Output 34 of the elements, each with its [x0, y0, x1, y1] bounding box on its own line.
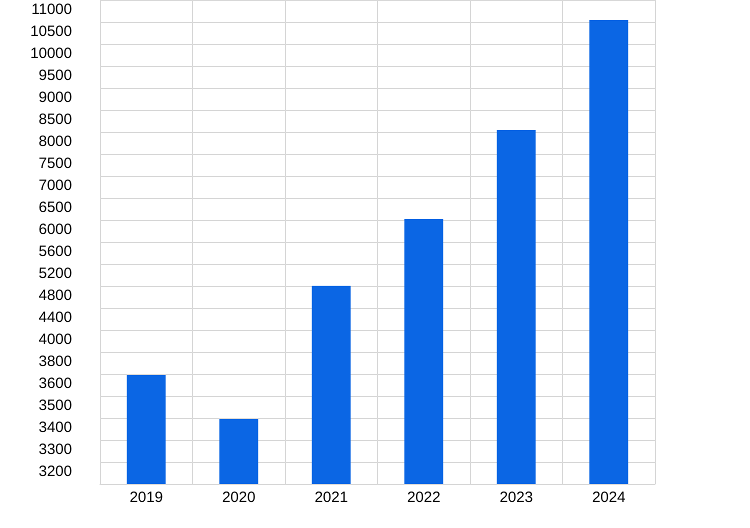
x-tick-label: 2020 — [222, 489, 256, 506]
text: 3200 — [38, 463, 72, 480]
bar — [589, 20, 628, 484]
text: 9000 — [38, 89, 72, 106]
text: 3600 — [38, 375, 72, 392]
text: 7500 — [38, 155, 72, 172]
text: 11000 — [31, 1, 72, 18]
bar — [496, 130, 536, 484]
text: 4000 — [38, 331, 72, 348]
text: 3400 — [38, 419, 72, 436]
x-tick-label: 2023 — [500, 489, 533, 506]
text: 3300 — [38, 441, 72, 458]
bar — [126, 374, 166, 484]
text: 6000 — [38, 221, 72, 238]
bar — [219, 419, 258, 484]
text: 10000 — [30, 45, 72, 62]
text: 3500 — [38, 397, 72, 414]
text: 10500 — [30, 23, 72, 40]
text: 4800 — [38, 287, 72, 304]
text: 3800 — [38, 353, 72, 370]
text: 5200 — [38, 265, 72, 282]
x-tick-label: 2019 — [130, 489, 163, 506]
text: 5600 — [38, 243, 72, 260]
text: 8000 — [38, 133, 72, 150]
text: 9500 — [38, 67, 72, 84]
bar — [312, 286, 351, 484]
text: 4400 — [38, 309, 72, 326]
text: 8500 — [38, 111, 72, 128]
x-tick-label: 2021 — [314, 489, 348, 506]
text: 6500 — [38, 199, 72, 216]
x-tick-label: 2024 — [592, 489, 626, 506]
bar — [404, 219, 444, 484]
text: 7000 — [38, 177, 72, 194]
x-tick-label: 2022 — [407, 489, 440, 506]
